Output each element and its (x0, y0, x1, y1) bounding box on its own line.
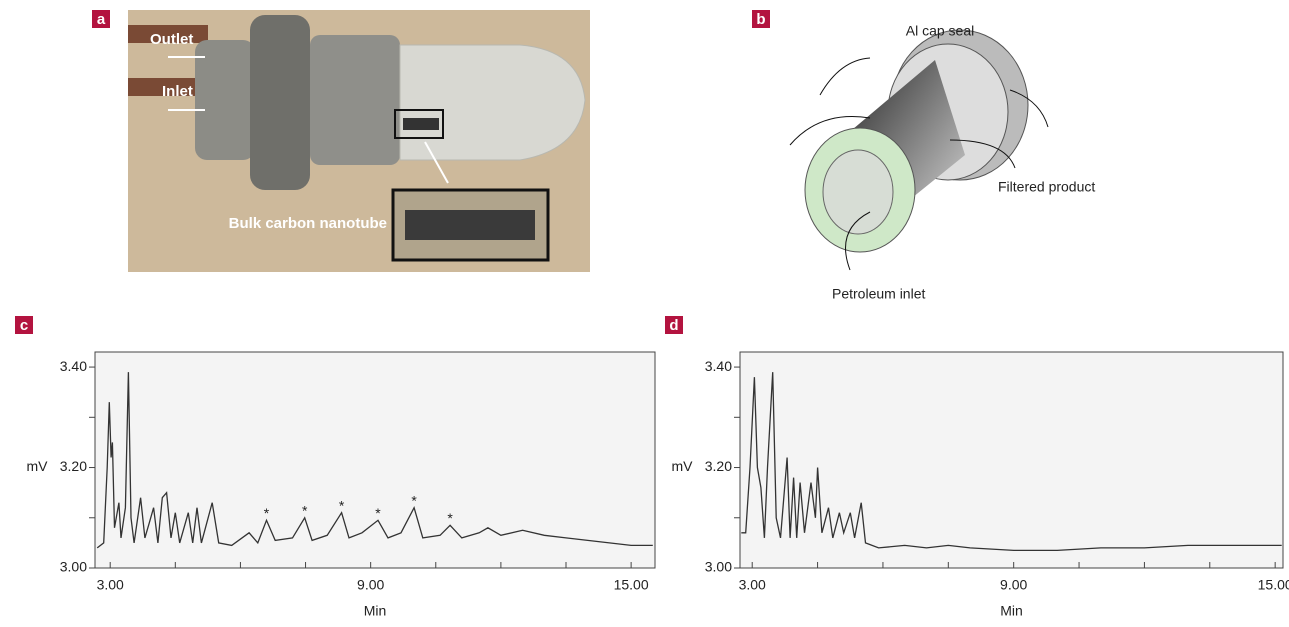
y-tick-label: 3.40 (705, 358, 732, 374)
filtered-label: Filtered product (998, 179, 1095, 195)
panel-label: b (756, 11, 765, 28)
x-tick-label: 9.00 (1000, 577, 1027, 593)
panel-label-box (15, 316, 33, 334)
panel-label: d (669, 317, 678, 334)
y-tick-label: 3.00 (60, 559, 87, 575)
inset-tube (405, 210, 535, 240)
peak-marker: * (264, 505, 270, 521)
arrow (1009, 89, 1049, 128)
zoom-box (394, 109, 444, 139)
x-tick-label: 15.00 (1258, 577, 1289, 593)
tube (128, 25, 208, 43)
chromatogram-line (741, 372, 1282, 552)
peak-marker: * (447, 510, 453, 526)
arrow (789, 116, 871, 146)
panel-label-box (752, 10, 770, 28)
y-tick-label: 3.00 (705, 559, 732, 575)
y-tick-label: 3.40 (60, 358, 87, 374)
arrow (819, 57, 871, 96)
x-tick-label: 3.00 (97, 577, 124, 593)
panel-label: a (97, 11, 106, 28)
inlet-label: Petroleum inlet (832, 286, 925, 302)
arrow (424, 141, 449, 184)
fitting (195, 40, 255, 160)
plot-area (94, 351, 656, 569)
x-tick-label: 3.00 (739, 577, 766, 593)
body (310, 35, 400, 165)
glass (399, 44, 586, 161)
nut (250, 15, 310, 190)
end-core (822, 149, 894, 235)
peak-marker: * (302, 502, 308, 518)
y-axis-label: mV (27, 458, 49, 474)
panel-a: Outlet Inlet Bulk carbon nanotube a (92, 10, 590, 272)
panel-label-box (665, 316, 683, 334)
cap-label: Al cap seal (906, 23, 974, 39)
outlet-label: Outlet (150, 31, 193, 48)
peak-marker: * (411, 492, 417, 508)
arrow (845, 211, 871, 271)
y-tick-label: 3.20 (705, 458, 732, 474)
x-tick-label: 15.00 (614, 577, 649, 593)
chromatogram-line (96, 372, 653, 549)
nanotube (403, 118, 439, 130)
panel-b: Al cap seal Filtered product Petroleum i… (752, 10, 1095, 302)
tube (128, 78, 208, 96)
inlet-label: Inlet (162, 83, 193, 100)
panel-label-box (92, 10, 110, 28)
arrow (949, 139, 1016, 169)
panel-label: c (20, 317, 28, 334)
peak-marker: * (375, 505, 381, 521)
nanotube-label: Bulk carbon nanotube (229, 215, 387, 232)
y-tick-label: 3.20 (60, 458, 87, 474)
y-axis-label: mV (672, 458, 694, 474)
x-tick-label: 9.00 (357, 577, 384, 593)
plot-area (739, 351, 1284, 569)
x-axis-label: Min (364, 603, 387, 619)
peak-marker: * (339, 497, 345, 513)
x-axis-label: Min (1000, 603, 1023, 619)
